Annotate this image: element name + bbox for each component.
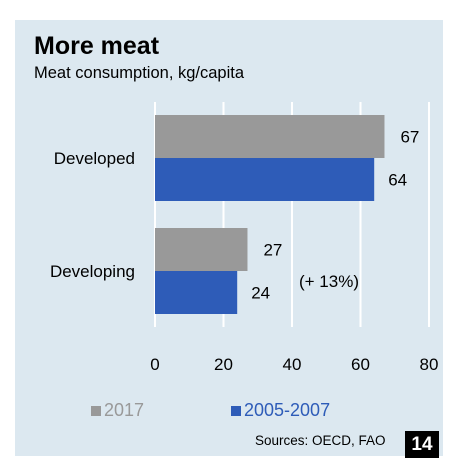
chart-subtitle: Meat consumption, kg/capita <box>34 64 245 82</box>
legend-item-2017: 2017 <box>91 400 144 421</box>
value-label-developing-2005-2007: 24 <box>251 284 270 303</box>
value-label-developed-2017: 67 <box>400 128 419 147</box>
category-label-developed: Developed <box>54 149 135 168</box>
x-tick-label: 40 <box>283 355 302 374</box>
category-label-developing: Developing <box>50 262 135 281</box>
value-labels: 67 64 27 24 <box>251 128 419 303</box>
legend-label-2017: 2017 <box>104 400 145 420</box>
chart-panel: More meat Meat consumption, kg/capita 67… <box>15 20 443 456</box>
x-tick-label: 60 <box>351 355 370 374</box>
x-tick-label: 0 <box>150 355 159 374</box>
x-tick-label: 80 <box>420 355 439 374</box>
legend-item-2005-2007: 2005-2007 <box>231 400 330 421</box>
legend-label-2005-2007: 2005-2007 <box>244 400 331 420</box>
x-tick-label: 20 <box>214 355 233 374</box>
chart-title: More meat <box>34 32 160 60</box>
source-note: Sources: OECD, FAO <box>255 433 386 448</box>
x-tick-labels: 0 20 40 60 80 <box>150 355 438 374</box>
legend-swatch-2005-2007 <box>231 405 241 416</box>
bar-developed-2017 <box>155 115 385 158</box>
bars <box>155 115 385 314</box>
category-labels: Developed Developing <box>50 149 135 281</box>
page-number: 14 <box>405 431 439 458</box>
bar-chart: 67 64 27 24 Developed Developing 0 20 40 60 80 (… <box>50 102 438 374</box>
bar-developing-2005-2007 <box>155 271 238 314</box>
bar-developed-2005-2007 <box>155 158 375 201</box>
value-label-developing-2017: 27 <box>263 241 282 260</box>
value-label-developed-2005-2007: 64 <box>388 171 407 190</box>
bar-developing-2017 <box>155 228 248 271</box>
change-annotation: (+ 13%) <box>299 272 359 291</box>
legend-swatch-2017 <box>91 405 101 416</box>
